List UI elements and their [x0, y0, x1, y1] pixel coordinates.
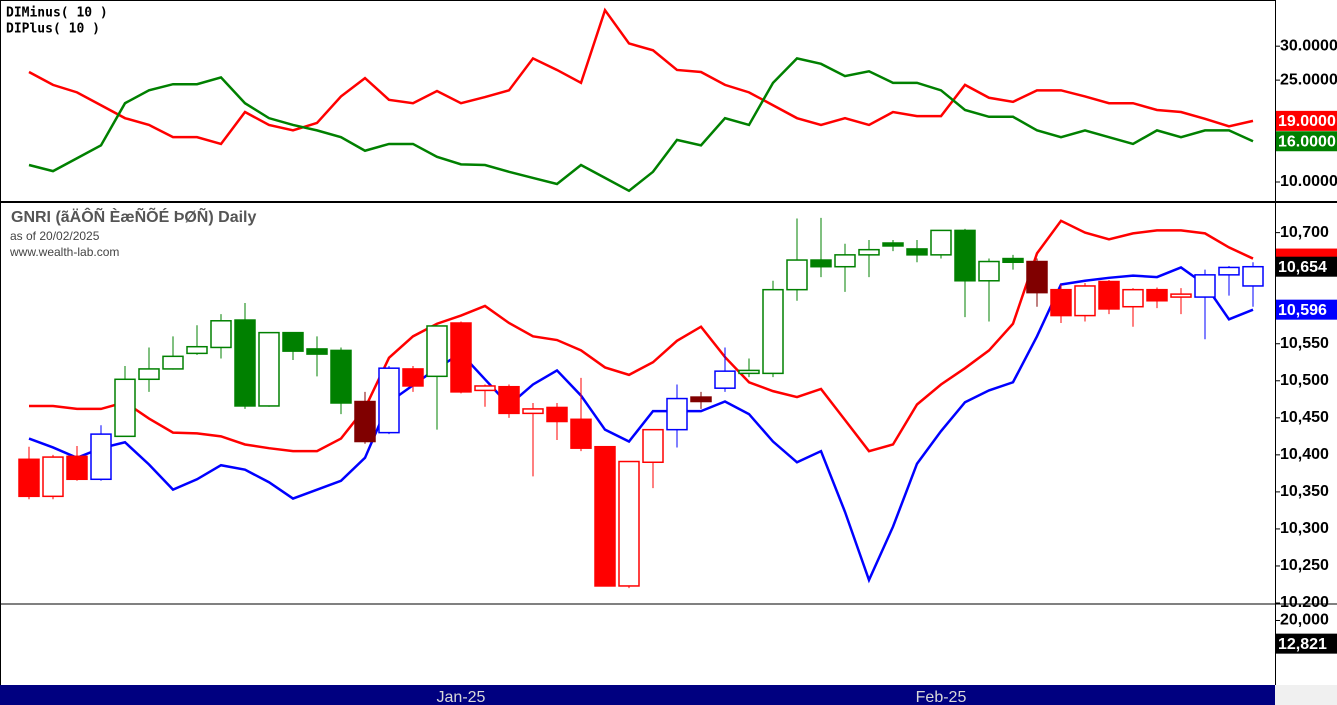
candle-body — [306, 348, 328, 355]
value-box — [1276, 299, 1337, 320]
candle-body — [522, 408, 544, 415]
y-tick-label: 30.0000 — [1280, 37, 1337, 54]
candle-body — [282, 331, 304, 352]
value-box — [1276, 131, 1337, 152]
line — [29, 219, 1254, 453]
x-axis-band — [0, 685, 1275, 705]
y-tick-label: 10,450 — [1280, 409, 1329, 426]
value-box-label: 19.0000 — [1278, 113, 1336, 130]
y-tick-label: 10,350 — [1280, 483, 1329, 500]
candle-body — [1170, 293, 1192, 298]
candle-body — [1146, 288, 1168, 302]
y-tick-label: 10,700 — [1280, 224, 1329, 241]
candle-body — [1242, 265, 1264, 287]
source: www.wealth-lab.com — [9, 245, 119, 259]
candle-body — [834, 254, 856, 268]
candle-body — [18, 458, 40, 498]
y-tick-label: 10,400 — [1280, 446, 1329, 463]
candle-body — [594, 445, 616, 587]
candle-body — [906, 248, 928, 256]
y-tick-label: 10,550 — [1280, 335, 1329, 352]
candle-body — [42, 456, 64, 498]
candle-body — [978, 260, 1000, 282]
candle-body — [810, 259, 832, 268]
x-tick-label: Jan-25 — [437, 689, 486, 705]
candle-body — [210, 320, 232, 349]
candle-body — [1218, 266, 1240, 276]
legend-entry: DIPlus( 10 ) — [6, 22, 100, 37]
candle-body — [858, 248, 880, 256]
candle-body — [1074, 285, 1096, 317]
candle-body — [330, 349, 352, 404]
subtitle: as of 20/02/2025 — [10, 229, 100, 243]
x-tick-label: Feb-25 — [916, 689, 967, 705]
candle-body — [426, 325, 448, 378]
candle-body — [738, 369, 760, 375]
value-box — [1276, 256, 1337, 277]
y-tick-label: 10,250 — [1280, 557, 1329, 574]
value-box-label: 10,654 — [1278, 259, 1327, 276]
candle-body — [1002, 257, 1024, 264]
candle-body — [666, 397, 688, 431]
line — [28, 7, 1254, 146]
corner — [1275, 685, 1337, 705]
line — [28, 266, 1254, 584]
candle-body — [618, 460, 640, 587]
candle-body — [354, 400, 376, 443]
candle-body — [498, 385, 520, 415]
candle-body — [930, 229, 952, 256]
candle-body — [1026, 260, 1048, 294]
candle-body — [90, 433, 112, 481]
chart-title: GNRI (ãÄÔÑ ÈæÑÕÉ ÞØÑ) Daily — [11, 206, 256, 226]
value-box — [1276, 633, 1337, 654]
candle-body — [474, 385, 496, 392]
candle-body — [954, 229, 976, 282]
candle-body — [378, 367, 400, 434]
candle-body — [762, 288, 784, 375]
value-box — [1276, 110, 1337, 131]
candle-body — [714, 370, 736, 389]
candle-body — [186, 345, 208, 355]
candle-body — [1050, 288, 1072, 317]
line — [28, 57, 1254, 193]
y-tick-label: 25.0000 — [1280, 71, 1337, 88]
candle-body — [402, 368, 424, 387]
candle-body — [642, 428, 664, 464]
candle-body — [450, 322, 472, 393]
candle-body — [546, 406, 568, 423]
legend-entry: DIMinus( 10 ) — [6, 6, 108, 21]
candle-body — [114, 378, 136, 438]
y-tick-label: 10.200 — [1280, 594, 1329, 611]
value-box-label: 10,596 — [1278, 302, 1327, 319]
candle-body — [66, 455, 88, 481]
y-tick-label: 10,300 — [1280, 520, 1329, 537]
candle-body — [258, 331, 280, 407]
candle-body — [882, 242, 904, 247]
value-box-label: 16.0000 — [1278, 133, 1336, 150]
candle-body — [1122, 288, 1144, 308]
candle-body — [570, 418, 592, 449]
value-box-label: 12,821 — [1278, 636, 1327, 653]
candle-body — [690, 396, 712, 403]
candle-body — [786, 259, 808, 291]
y-tick-label: 10,500 — [1280, 372, 1329, 389]
candle-body — [1194, 274, 1216, 298]
candle-body — [1098, 280, 1120, 310]
candle-body — [138, 368, 160, 381]
y-tick-label: 10.0000 — [1280, 173, 1337, 190]
candle-body — [234, 319, 256, 407]
candle-body — [162, 355, 184, 370]
y-tick-label: 20,000 — [1280, 612, 1329, 629]
